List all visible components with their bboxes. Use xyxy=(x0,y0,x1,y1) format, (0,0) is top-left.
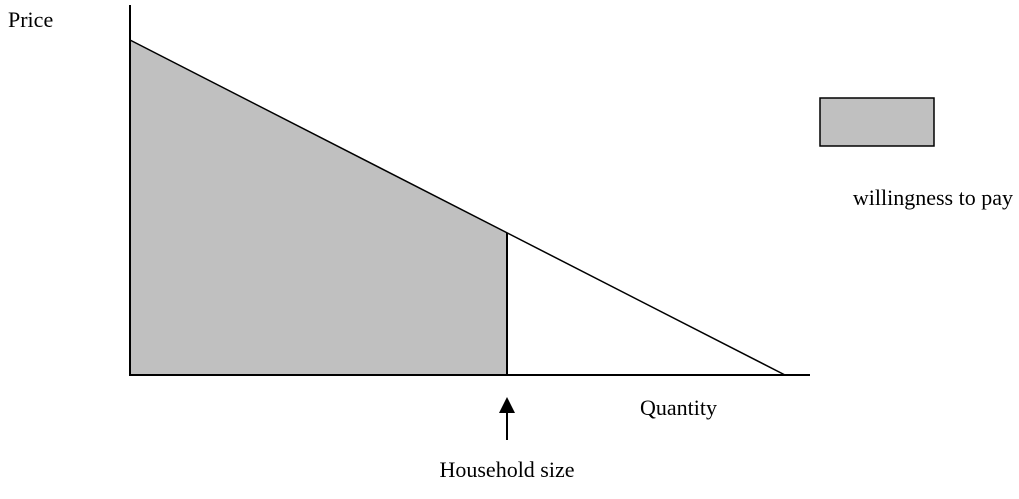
arrow-head xyxy=(499,397,515,413)
legend-swatch xyxy=(819,97,935,147)
marker-label: Household size xyxy=(439,457,574,482)
x-axis-label: Quantity xyxy=(640,395,717,420)
demand-line xyxy=(129,39,786,376)
legend-label: willingness to pay xyxy=(853,185,1013,210)
y-axis-label: Price xyxy=(8,7,53,32)
shaded-area xyxy=(130,40,507,375)
